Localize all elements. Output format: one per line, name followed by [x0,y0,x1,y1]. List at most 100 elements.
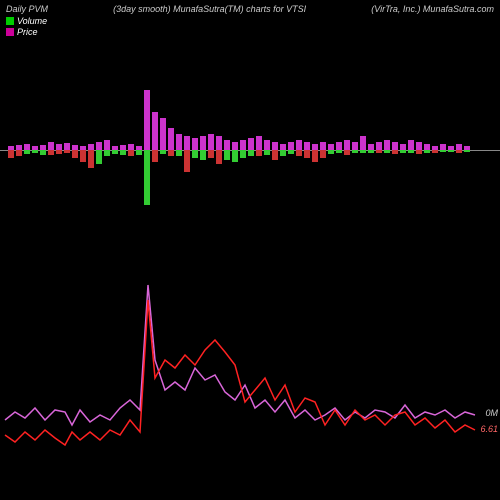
volume-swatch [6,17,14,25]
bar-down [40,150,46,155]
header-right: (VirTra, Inc.) MunafaSutra.com [371,4,494,14]
bar-up [224,140,230,150]
bar-up [200,136,206,150]
bar-up [272,142,278,150]
bar-down [80,150,86,162]
bar-down [32,150,38,153]
bar-up [232,142,238,150]
bar-down [416,150,422,154]
bar-down [160,150,166,154]
bar-down [144,150,150,205]
bar-down [56,150,62,154]
bar-down [392,150,398,154]
bar-down [336,150,342,153]
bar-down [96,150,102,164]
bar-down [120,150,126,155]
bar-down [296,150,302,156]
bar-down [304,150,310,158]
bar-down [208,150,214,158]
bar-up [344,140,350,150]
bar-down [88,150,94,168]
bar-up [384,140,390,150]
bar-down [288,150,294,154]
bar-down [432,150,438,153]
bar-up [144,90,150,150]
bar-down [112,150,118,154]
bar-up [392,142,398,150]
bar-down [440,150,446,152]
bar-up [320,142,326,150]
bar-down [136,150,142,155]
bar-down [320,150,326,158]
bar-down [360,150,366,153]
legend-price-label: Price [17,27,38,37]
bar-up [256,136,262,150]
bar-up [216,136,222,150]
volume-line [5,285,475,425]
bar-up [352,142,358,150]
bar-down [368,150,374,153]
bar-down [248,150,254,156]
bar-down [64,150,70,153]
bar-up [376,142,382,150]
bar-up [152,112,158,150]
bar-down [200,150,206,160]
price-swatch [6,28,14,36]
bar-down [16,150,22,156]
bar-up [48,142,54,150]
bar-down [152,150,158,162]
bar-down [280,150,286,156]
bar-up [336,142,342,150]
bar-up [264,140,270,150]
bar-down [312,150,318,162]
price-axis-label: 6.61 [480,424,498,434]
legend-volume-label: Volume [17,16,47,26]
bar-down [24,150,30,154]
bar-down [448,150,454,152]
bar-down [264,150,270,155]
bar-up [184,136,190,150]
header-center: (3day smooth) MunafaSutra(TM) charts for… [113,4,306,14]
bar-down [168,150,174,156]
bar-down [184,150,190,172]
bar-up [168,128,174,150]
header-left: Daily PVM [6,4,48,14]
bar-down [424,150,430,153]
bar-down [232,150,238,162]
bar-down [48,150,54,155]
price-line [5,300,475,445]
bar-up [240,140,246,150]
bar-up [248,138,254,150]
bar-down [72,150,78,158]
bar-down [456,150,462,153]
bar-down [400,150,406,153]
bar-down [344,150,350,155]
bar-down [8,150,14,158]
bar-up [176,134,182,150]
chart-header: Daily PVM (3day smooth) MunafaSutra(TM) … [0,0,500,14]
bar-up [408,140,414,150]
bar-down [328,150,334,154]
bar-down [376,150,382,153]
line-svg [0,260,480,460]
bar-down [216,150,222,164]
bar-down [224,150,230,160]
bar-chart [0,80,480,220]
bar-up [296,140,302,150]
volume-axis-label: 0M [485,408,498,418]
bar-down [128,150,134,156]
bar-up [104,140,110,150]
bar-down [272,150,278,160]
bar-down [408,150,414,153]
legend-price: Price [6,27,494,37]
bar-down [176,150,182,156]
bar-down [384,150,390,153]
bar-up [360,136,366,150]
bar-down [464,150,470,152]
bar-up [64,143,70,150]
bar-up [160,118,166,150]
bar-down [256,150,262,156]
line-chart [0,260,480,460]
legend: Volume Price [0,14,500,40]
bar-down [352,150,358,153]
